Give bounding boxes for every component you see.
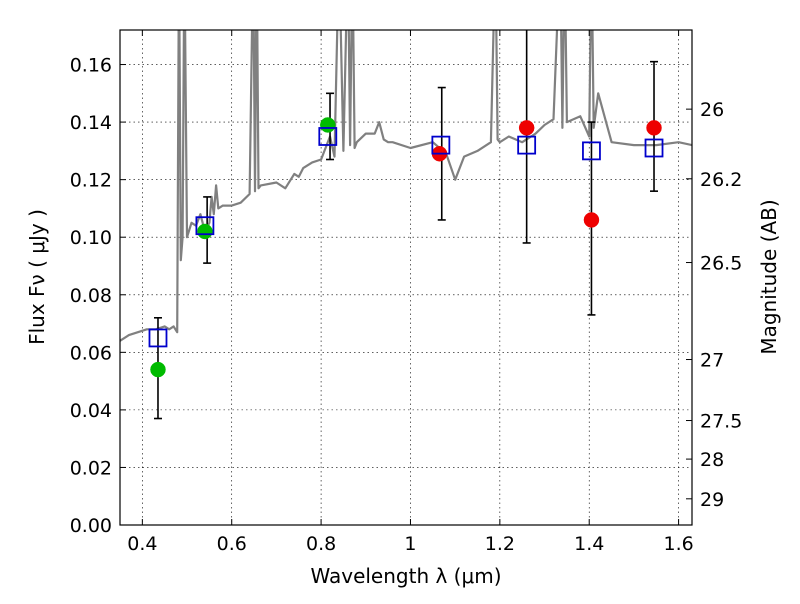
spectrum-line (120, 30, 692, 342)
grid (120, 30, 692, 526)
y-tick-label: 0.10 (70, 227, 112, 249)
x-tick-label: 0.6 (217, 533, 247, 555)
x-tick-label: 1.6 (663, 533, 693, 555)
model-square-marker (431, 135, 451, 155)
data-point (583, 212, 600, 228)
y-tick-label: 0.02 (70, 457, 112, 479)
right-tick-label: 27 (700, 350, 724, 372)
right-tick-label: 26.2 (700, 169, 742, 191)
x-tick-label: 0.4 (127, 533, 157, 555)
x-tick-label: 0.8 (306, 533, 336, 555)
plot-frame (119, 29, 693, 526)
right-axis-label: Magnitude (AB) (757, 199, 781, 354)
right-tick-label: 26 (700, 99, 724, 121)
model-square-marker (148, 328, 168, 348)
x-tick-label: 1.4 (574, 533, 604, 555)
model-square-marker (195, 216, 215, 236)
x-tick-label: 1.2 (485, 533, 515, 555)
right-tick-label: 29 (700, 489, 724, 511)
y-tick-label: 0.12 (70, 170, 112, 192)
y-tick-label: 0.00 (70, 515, 112, 537)
right-tick-label: 28 (700, 449, 724, 471)
data-point (197, 223, 213, 240)
y-axis-label: Flux Fν ( μJy ) (25, 209, 49, 345)
y-tick-label: 0.14 (70, 112, 112, 134)
y-tick-label: 0.08 (70, 285, 112, 307)
spectrum-layer (120, 30, 692, 342)
y-tick-label: 0.04 (70, 400, 112, 422)
data-point (518, 120, 535, 136)
model-square-marker (582, 141, 601, 161)
y-tick-label: 0.06 (70, 342, 112, 364)
model-square-marker (517, 135, 537, 155)
marker-layer (148, 117, 664, 378)
axis-ticks: 0.4 0.6 0.8 1 1.2 1.4 1.6 0.00 0.02 0.04 0.06 0.08 0… (70, 30, 742, 555)
model-square-marker (644, 138, 664, 158)
data-point (150, 361, 166, 378)
y-tick-label: 0.16 (70, 55, 112, 77)
data-point (320, 117, 336, 133)
model-square-marker (318, 127, 338, 146)
right-tick-label: 26.5 (700, 253, 742, 275)
x-tick-label: 1 (404, 533, 416, 555)
right-tick-label: 27.5 (700, 411, 742, 433)
data-point (646, 120, 662, 136)
x-axis-label: Wavelength λ (μm) (310, 564, 501, 588)
